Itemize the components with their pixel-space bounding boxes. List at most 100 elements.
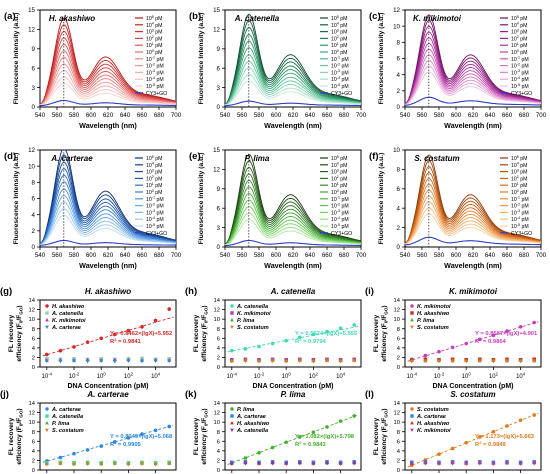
spectrum-line-7: [39, 63, 177, 106]
data-point: [450, 446, 455, 451]
y-tick-label: 2: [32, 356, 35, 362]
y-tick-label: 0: [32, 104, 36, 111]
y-tick-label: 6: [32, 65, 36, 72]
legend-label: 10-5 pM: [511, 223, 529, 230]
spectrum-line-6: [39, 188, 177, 245]
spectrum-line-3: [39, 37, 177, 105]
panel-letter: (d): [4, 151, 16, 162]
x-tick-label: 10-2: [254, 371, 265, 380]
y-tick-label: 10: [29, 420, 35, 426]
legend-label: S. costatum: [237, 325, 269, 331]
y-tick-label: 12: [394, 308, 400, 314]
x-tick-label: 104: [516, 371, 526, 380]
x-tick-label: 600: [86, 252, 97, 259]
y-tick-label: 12: [214, 411, 220, 417]
spectrum-line-4: [224, 40, 362, 106]
spectrum-line-4: [39, 43, 177, 106]
data-point: [270, 359, 275, 363]
x-tick-label: 700: [171, 252, 182, 259]
x-tick-label: 640: [485, 252, 496, 259]
legend-label: 10-3 pM: [146, 209, 164, 216]
data-point: [491, 462, 496, 466]
data-point: [58, 359, 63, 364]
spectrum-line-2: [39, 30, 177, 105]
y-tick-label: 2: [397, 459, 400, 465]
x-axis-label: DNA Concentration (pM): [252, 383, 333, 390]
legend-label: H. akashiwo: [237, 421, 270, 427]
legend-label: A. catenella: [51, 311, 83, 317]
legend-label: 101 pM: [331, 42, 347, 49]
x-tick-label: 540: [35, 252, 46, 259]
data-point: [140, 325, 144, 329]
spectrum-line-4: [404, 177, 542, 245]
data-point: [85, 340, 90, 344]
legend-label: 10-3 pM: [146, 69, 164, 76]
data-point: [72, 451, 76, 456]
data-point: [518, 462, 523, 466]
y-tick-label: 0: [397, 468, 400, 474]
data-point: [297, 461, 302, 466]
data-point: [505, 424, 509, 428]
data-point: [230, 414, 234, 418]
y-axis-label-line1: FL recovery: [193, 418, 200, 456]
legend-label: 101 pM: [146, 182, 162, 189]
y-tick-label: 10: [28, 163, 35, 170]
plot-frame: [404, 299, 542, 368]
data-point: [518, 418, 523, 423]
data-point: [140, 359, 144, 364]
legend-label: K. mikimotoi: [52, 318, 86, 324]
data-point: [45, 414, 49, 418]
x-tick-label: 104: [151, 371, 161, 380]
x-axis-label: Wavelength (nm): [79, 121, 137, 130]
spectrum-line-7: [404, 54, 542, 105]
legend-label: 102 pM: [511, 175, 527, 182]
y-tick-label: 12: [28, 27, 35, 34]
x-axis-label: Wavelength (nm): [79, 261, 137, 270]
x-tick-label: 580: [434, 112, 445, 119]
x-tick-label: 700: [171, 112, 182, 119]
y-tick-label: 12: [29, 308, 35, 314]
y-tick-label: 6: [397, 56, 401, 63]
legend-label: P. lima: [237, 407, 254, 413]
legend-label: 104 pM: [146, 162, 162, 169]
y-tick-label: 8: [32, 327, 35, 333]
data-point: [167, 307, 171, 311]
data-point: [478, 435, 482, 439]
fit-line: [407, 321, 539, 362]
legend-label: 103 pM: [146, 28, 162, 35]
legend-label: 101 pM: [511, 42, 527, 49]
data-point: [257, 462, 261, 466]
panel-letter: (k): [185, 389, 197, 400]
y-tick-label: 9: [32, 46, 36, 53]
data-point: [230, 420, 234, 425]
data-point: [230, 407, 234, 411]
spectrum-line-2: [404, 166, 542, 245]
spectrum-line-5: [224, 46, 362, 106]
fit-equation: Y = 0.8462×(lgX)+5.952: [110, 331, 172, 337]
data-point: [311, 430, 316, 434]
panel-title: S. costatum: [450, 390, 495, 399]
x-tick-label: 560: [52, 112, 63, 119]
y-axis-label: Fluorescence Intensity (a.u.): [198, 153, 205, 245]
legend-label: 10-3 pM: [331, 69, 349, 76]
x-tick-label: 680: [154, 112, 165, 119]
legend-label: 103 pM: [146, 168, 162, 175]
x-tick-label: 660: [137, 252, 148, 259]
y-tick-label: 0: [217, 365, 220, 371]
spectrum-line-8: [224, 67, 362, 106]
legend-label-control: CY3+GO: [146, 231, 167, 237]
spectrum-line-2: [404, 25, 542, 105]
data-point: [99, 462, 104, 467]
data-point: [230, 304, 234, 308]
y-tick-label: 4: [32, 346, 36, 352]
panel-title: A. catenella: [270, 287, 316, 296]
panel-title: H. akashiwo: [49, 14, 95, 23]
data-point: [338, 359, 343, 364]
y-tick-label: 8: [32, 430, 35, 436]
data-point: [410, 325, 414, 330]
x-tick-label: 660: [322, 112, 333, 119]
spectrum-line-5: [39, 181, 177, 245]
data-point: [437, 349, 441, 354]
y-tick-label: 6: [32, 336, 35, 342]
data-point: [532, 413, 536, 417]
